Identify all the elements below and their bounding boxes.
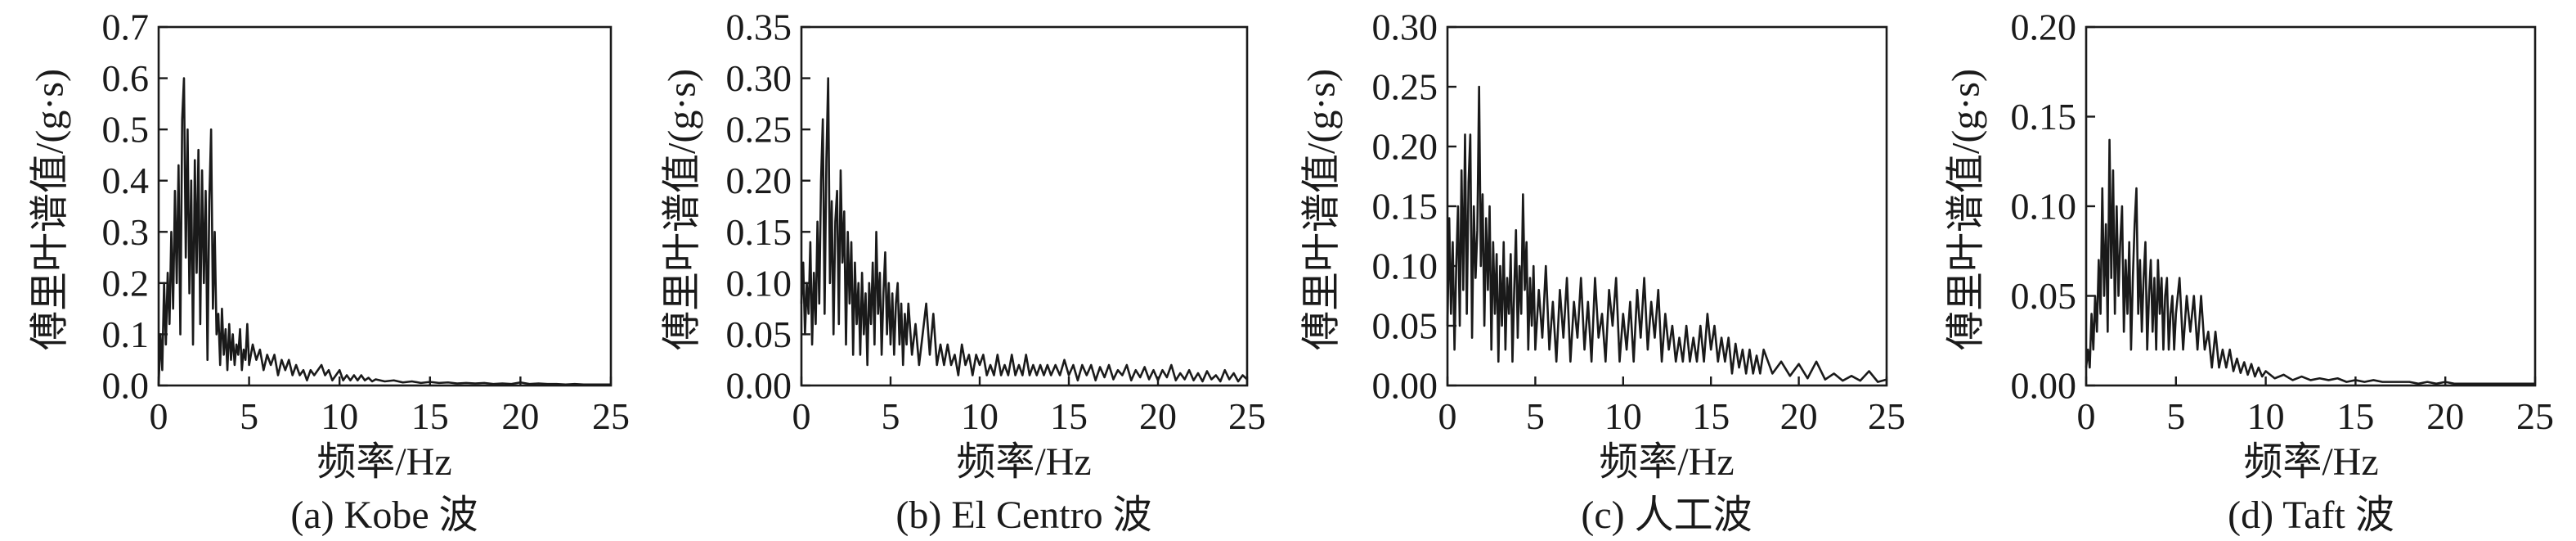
x-tick-label: 25 bbox=[1228, 395, 1266, 437]
y-tick-label: 0.7 bbox=[102, 7, 150, 48]
x-tick-label: 25 bbox=[2516, 395, 2554, 437]
y-tick-label: 0.15 bbox=[1372, 186, 1438, 228]
y-tick-label: 0.00 bbox=[726, 365, 792, 407]
x-tick-label: 5 bbox=[882, 395, 900, 437]
y-tick-label: 0.05 bbox=[726, 313, 792, 355]
chart-panel-c: 0.00 0.05 0.10 0.15 0.20 0.25 0.30 0 5 10 15 20 25 傅… bbox=[1300, 7, 1906, 538]
x-tick-label: 0 bbox=[792, 395, 811, 437]
plot-area: 0.00 0.05 0.10 0.15 0.20 0.25 0.30 0.35 0 5 10 15 20… bbox=[726, 7, 1267, 438]
plot-area: 0.0 0.1 0.2 0.3 0.4 0.5 0.6 0.7 0 5 10 15 20 25 bbox=[102, 7, 631, 438]
x-tick-label: 20 bbox=[501, 395, 539, 437]
y-tick-label: 0.15 bbox=[2011, 96, 2077, 138]
y-tick-label: 0.6 bbox=[102, 57, 150, 99]
x-tick-label: 15 bbox=[1050, 395, 1088, 437]
x-tick-label: 15 bbox=[411, 395, 449, 437]
y-tick-label: 0.10 bbox=[1372, 246, 1438, 287]
chart-panel-a: 0.0 0.1 0.2 0.3 0.4 0.5 0.6 0.7 0 5 10 15 20 25 傅里叶谱值… bbox=[29, 7, 631, 538]
x-tick-label: 15 bbox=[1692, 395, 1730, 437]
y-tick-label: 0.10 bbox=[726, 262, 792, 304]
y-tick-label: 0.15 bbox=[726, 211, 792, 253]
y-tick-label: 0.05 bbox=[2011, 275, 2077, 317]
x-tick-label: 25 bbox=[1868, 395, 1905, 437]
x-tick-label: 5 bbox=[1526, 395, 1545, 437]
x-tick-label: 25 bbox=[592, 395, 630, 437]
y-tick-label: 0.3 bbox=[102, 211, 150, 253]
y-tick-label: 0.5 bbox=[102, 109, 150, 151]
panel-caption: (a) Kobe 波 bbox=[290, 494, 478, 537]
panel-caption: (c) 人工波 bbox=[1581, 494, 1752, 537]
y-tick-label: 0.25 bbox=[1372, 66, 1438, 108]
y-tick-label: 0.20 bbox=[2011, 7, 2077, 48]
plot-frame bbox=[157, 25, 613, 387]
series-line bbox=[800, 77, 1248, 383]
y-tick-label: 0.30 bbox=[1372, 7, 1438, 48]
x-tick-label: 5 bbox=[2166, 395, 2185, 437]
panel-caption: (b) El Centro 波 bbox=[895, 494, 1151, 537]
x-tick-label: 0 bbox=[2077, 395, 2096, 437]
plot-area: 0.00 0.05 0.10 0.15 0.20 0.25 0.30 0 5 10 15 20 25 bbox=[1372, 7, 1906, 438]
x-tick-label: 5 bbox=[240, 395, 258, 437]
chart-panel-d: 0.00 0.05 0.10 0.15 0.20 0 5 10 15 20 25 傅里叶谱值/(g·… bbox=[1945, 7, 2555, 538]
plot-frame bbox=[800, 25, 1249, 387]
x-tick-label: 20 bbox=[1780, 395, 1818, 437]
x-tick-label: 20 bbox=[2426, 395, 2464, 437]
x-axis-label: 频率/Hz bbox=[2243, 440, 2378, 484]
y-tick-label: 0.35 bbox=[726, 7, 792, 48]
series-line bbox=[1446, 85, 1887, 383]
x-tick-label: 0 bbox=[1438, 395, 1457, 437]
plot-area: 0.00 0.05 0.10 0.15 0.20 0 5 10 15 20 25 bbox=[2011, 7, 2555, 438]
x-tick-label: 10 bbox=[1604, 395, 1642, 437]
x-tick-label: 10 bbox=[961, 395, 999, 437]
x-tick-label: 10 bbox=[321, 395, 358, 437]
y-axis-label: 傅里叶谱值/(g·s) bbox=[1300, 69, 1344, 350]
x-tick-label: 20 bbox=[1139, 395, 1177, 437]
x-tick-label: 15 bbox=[2336, 395, 2374, 437]
y-tick-label: 0.25 bbox=[726, 109, 792, 151]
chart-panel-b: 0.00 0.05 0.10 0.15 0.20 0.25 0.30 0.35 0 5 10 15 20… bbox=[661, 7, 1267, 538]
y-tick-label: 0.20 bbox=[726, 160, 792, 201]
y-tick-label: 0.1 bbox=[102, 313, 150, 355]
series-line bbox=[157, 77, 611, 386]
y-tick-label: 0.20 bbox=[1372, 126, 1438, 168]
y-tick-label: 0.10 bbox=[2011, 186, 2077, 228]
y-tick-label: 0.00 bbox=[1372, 365, 1438, 407]
y-tick-label: 0.00 bbox=[2011, 365, 2077, 407]
x-axis-label: 频率/Hz bbox=[316, 440, 451, 484]
y-tick-label: 0.2 bbox=[102, 262, 150, 304]
panel-caption: (d) Taft 波 bbox=[2228, 494, 2394, 537]
y-tick-label: 0.05 bbox=[1372, 305, 1438, 347]
series-line bbox=[2085, 138, 2535, 385]
y-tick-label: 0.0 bbox=[102, 365, 150, 407]
y-axis-label: 傅里叶谱值/(g·s) bbox=[1945, 69, 1988, 350]
y-tick-label: 0.4 bbox=[102, 160, 150, 201]
y-axis-label: 傅里叶谱值/(g·s) bbox=[661, 69, 704, 350]
x-tick-label: 0 bbox=[150, 395, 168, 437]
y-axis-label: 傅里叶谱值/(g·s) bbox=[29, 69, 72, 350]
x-axis-label: 频率/Hz bbox=[1599, 440, 1734, 484]
x-tick-label: 10 bbox=[2247, 395, 2285, 437]
y-tick-label: 0.30 bbox=[726, 57, 792, 99]
x-axis-label: 频率/Hz bbox=[956, 440, 1091, 484]
